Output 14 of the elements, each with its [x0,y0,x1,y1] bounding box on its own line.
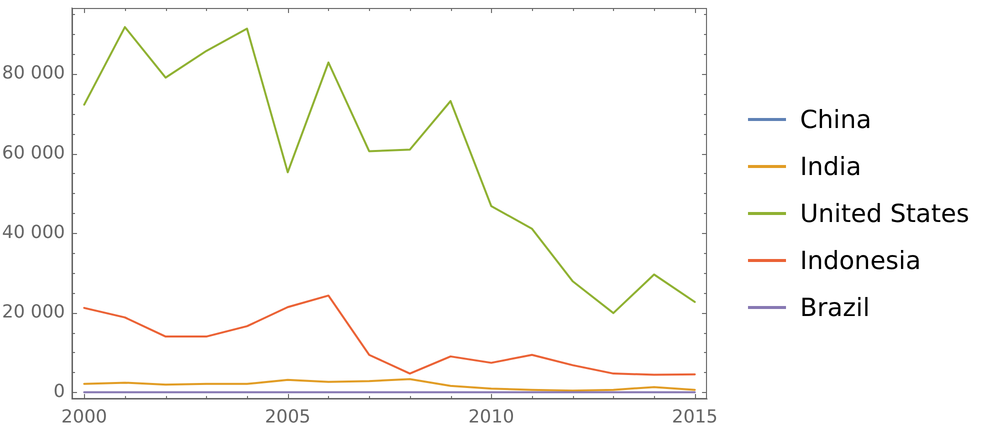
y-tick-label: 20 000 [2,301,65,322]
y-tick-label: 60 000 [2,142,65,164]
y-tick-label: 80 000 [2,62,65,84]
x-tick-label: 2000 [61,406,108,428]
x-tick-label: 2015 [672,406,718,428]
legend-label: Indonesia [800,246,921,275]
x-tick-label: 2010 [468,406,514,428]
legend-label: China [800,105,872,134]
legend-label: Brazil [800,293,870,322]
y-tick-label: 40 000 [2,222,65,243]
legend-label: India [800,152,862,181]
x-tick-label: 2005 [264,406,311,428]
legend-label: United States [800,199,970,228]
y-tick-label: 0 [54,380,65,402]
